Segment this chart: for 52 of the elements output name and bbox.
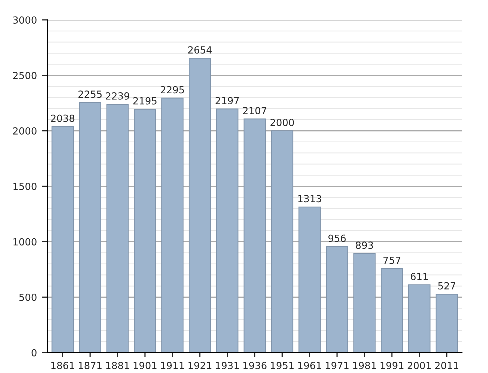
- data-label: 527: [438, 282, 456, 290]
- data-label: 893: [356, 242, 374, 250]
- data-label: 2195: [134, 97, 157, 105]
- bar: [244, 118, 266, 353]
- bar: [79, 102, 102, 353]
- x-tick-label: 1981: [353, 362, 376, 370]
- bar: [408, 284, 431, 353]
- data-label: 2239: [106, 92, 130, 100]
- x-tick-label: 1921: [188, 362, 212, 370]
- y-tick-label: 1000: [14, 238, 37, 246]
- bar: [52, 126, 74, 353]
- y-tick-label: 3000: [13, 16, 37, 24]
- data-label: 2295: [161, 86, 184, 94]
- x-tick-label: 1881: [106, 362, 130, 370]
- x-tick-label: 2011: [435, 362, 459, 370]
- x-tick-label: 1951: [271, 362, 294, 370]
- data-label: 757: [384, 257, 401, 264]
- bar: [436, 294, 458, 353]
- y-tick-label: 0: [32, 349, 37, 357]
- bar: [354, 253, 376, 353]
- bar: [326, 246, 348, 353]
- data-label: 2197: [216, 97, 240, 105]
- data-label: 2000: [270, 119, 294, 126]
- x-tick-label: 1871: [79, 362, 102, 370]
- data-label: 1313: [298, 195, 322, 203]
- y-tick-label: 2000: [13, 128, 37, 135]
- bar: [381, 268, 404, 353]
- data-label: 2038: [51, 114, 75, 122]
- bar: [271, 130, 294, 353]
- y-tick-label: 2500: [13, 72, 37, 80]
- bar: [188, 58, 212, 353]
- x-tick-label: 1931: [216, 362, 240, 370]
- bar: [298, 206, 321, 353]
- y-tick-label: 500: [20, 294, 37, 302]
- bar: [106, 104, 129, 353]
- data-label: 2654: [188, 46, 212, 54]
- x-tick-label: 2001: [408, 362, 432, 370]
- data-label: 611: [411, 273, 428, 280]
- x-tick-label: 1936: [244, 362, 267, 370]
- x-tick-label: 1861: [52, 362, 74, 370]
- x-tick-label: 1991: [380, 362, 404, 370]
- y-tick-label: 1500: [14, 182, 37, 190]
- x-tick-label: 1901: [134, 362, 157, 370]
- bar: [162, 98, 184, 353]
- data-label: 2255: [78, 90, 102, 98]
- data-label: 2107: [243, 107, 267, 115]
- x-tick-label: 1961: [298, 362, 322, 370]
- bar: [216, 108, 239, 353]
- x-tick-label: 1971: [326, 362, 349, 370]
- data-label: 956: [328, 234, 346, 242]
- bar: [134, 109, 156, 353]
- x-tick-label: 1911: [161, 362, 184, 370]
